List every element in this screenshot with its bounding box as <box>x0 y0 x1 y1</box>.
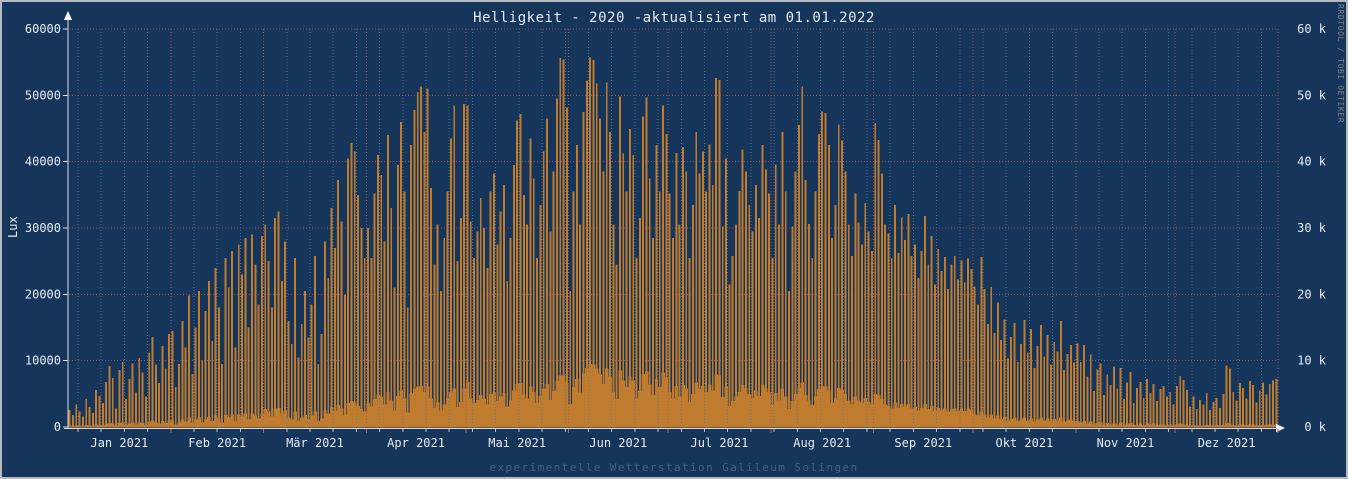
axis-labels: 60000 50000 40000 30000 20000 10000 0 60 k 50 k 4… <box>25 22 1327 450</box>
x-tick-label-month: Nov 2021 <box>1097 436 1155 450</box>
y-tick-label-left: 20000 <box>25 287 61 301</box>
y-tick-label-left: 60000 <box>25 22 61 36</box>
y-tick-label-right: 40 k <box>1297 155 1327 169</box>
x-tick-label-month: Aug 2021 <box>793 436 851 450</box>
x-tick-label-month: Dez 2021 <box>1198 436 1256 450</box>
y-tick-label-left: 50000 <box>25 88 61 102</box>
x-axis-arrow-icon <box>1276 423 1285 433</box>
x-tick-label-month: Feb 2021 <box>188 436 246 450</box>
x-tick-label-month: Mär 2021 <box>286 436 344 450</box>
x-tick-label-month: Jun 2021 <box>589 436 647 450</box>
y-tick-label-right: 20 k <box>1297 287 1327 301</box>
chart-title: Helligkeit - 2020 -aktualisiert am 01.01… <box>473 10 875 26</box>
y-tick-label-right: 10 k <box>1297 354 1327 368</box>
x-tick-label-month: Okt 2021 <box>995 436 1053 450</box>
y-tick-label-left: 10000 <box>25 354 61 368</box>
x-tick-label-month: Mai 2021 <box>488 436 546 450</box>
y-tick-label-left: 0 <box>54 420 61 434</box>
y-tick-label-right: 0 k <box>1304 420 1326 434</box>
y-tick-label-left: 30000 <box>25 221 61 235</box>
footer-caption: experimentelle Wetterstation Galileum So… <box>489 461 859 474</box>
y-axis-title: Lux <box>6 216 20 238</box>
max-bars-series <box>68 57 1278 428</box>
y-tick-label-right: 50 k <box>1297 88 1327 102</box>
x-tick-label-month: Jul 2021 <box>691 436 749 450</box>
x-tick-label-month: Jan 2021 <box>90 436 148 450</box>
rrdtool-watermark: RRDTOOL / TOBI OETIKER <box>1336 4 1345 124</box>
axis-ticks <box>63 28 1279 433</box>
y-tick-label-right: 30 k <box>1297 221 1327 235</box>
y-tick-label-left: 40000 <box>25 155 61 169</box>
axes <box>63 11 1285 433</box>
y-axis-arrow-icon <box>63 11 73 20</box>
gridlines <box>69 28 1279 427</box>
y-tick-label-right: 60 k <box>1297 22 1327 36</box>
x-tick-label-month: Apr 2021 <box>387 436 445 450</box>
x-tick-label-month: Sep 2021 <box>894 436 952 450</box>
